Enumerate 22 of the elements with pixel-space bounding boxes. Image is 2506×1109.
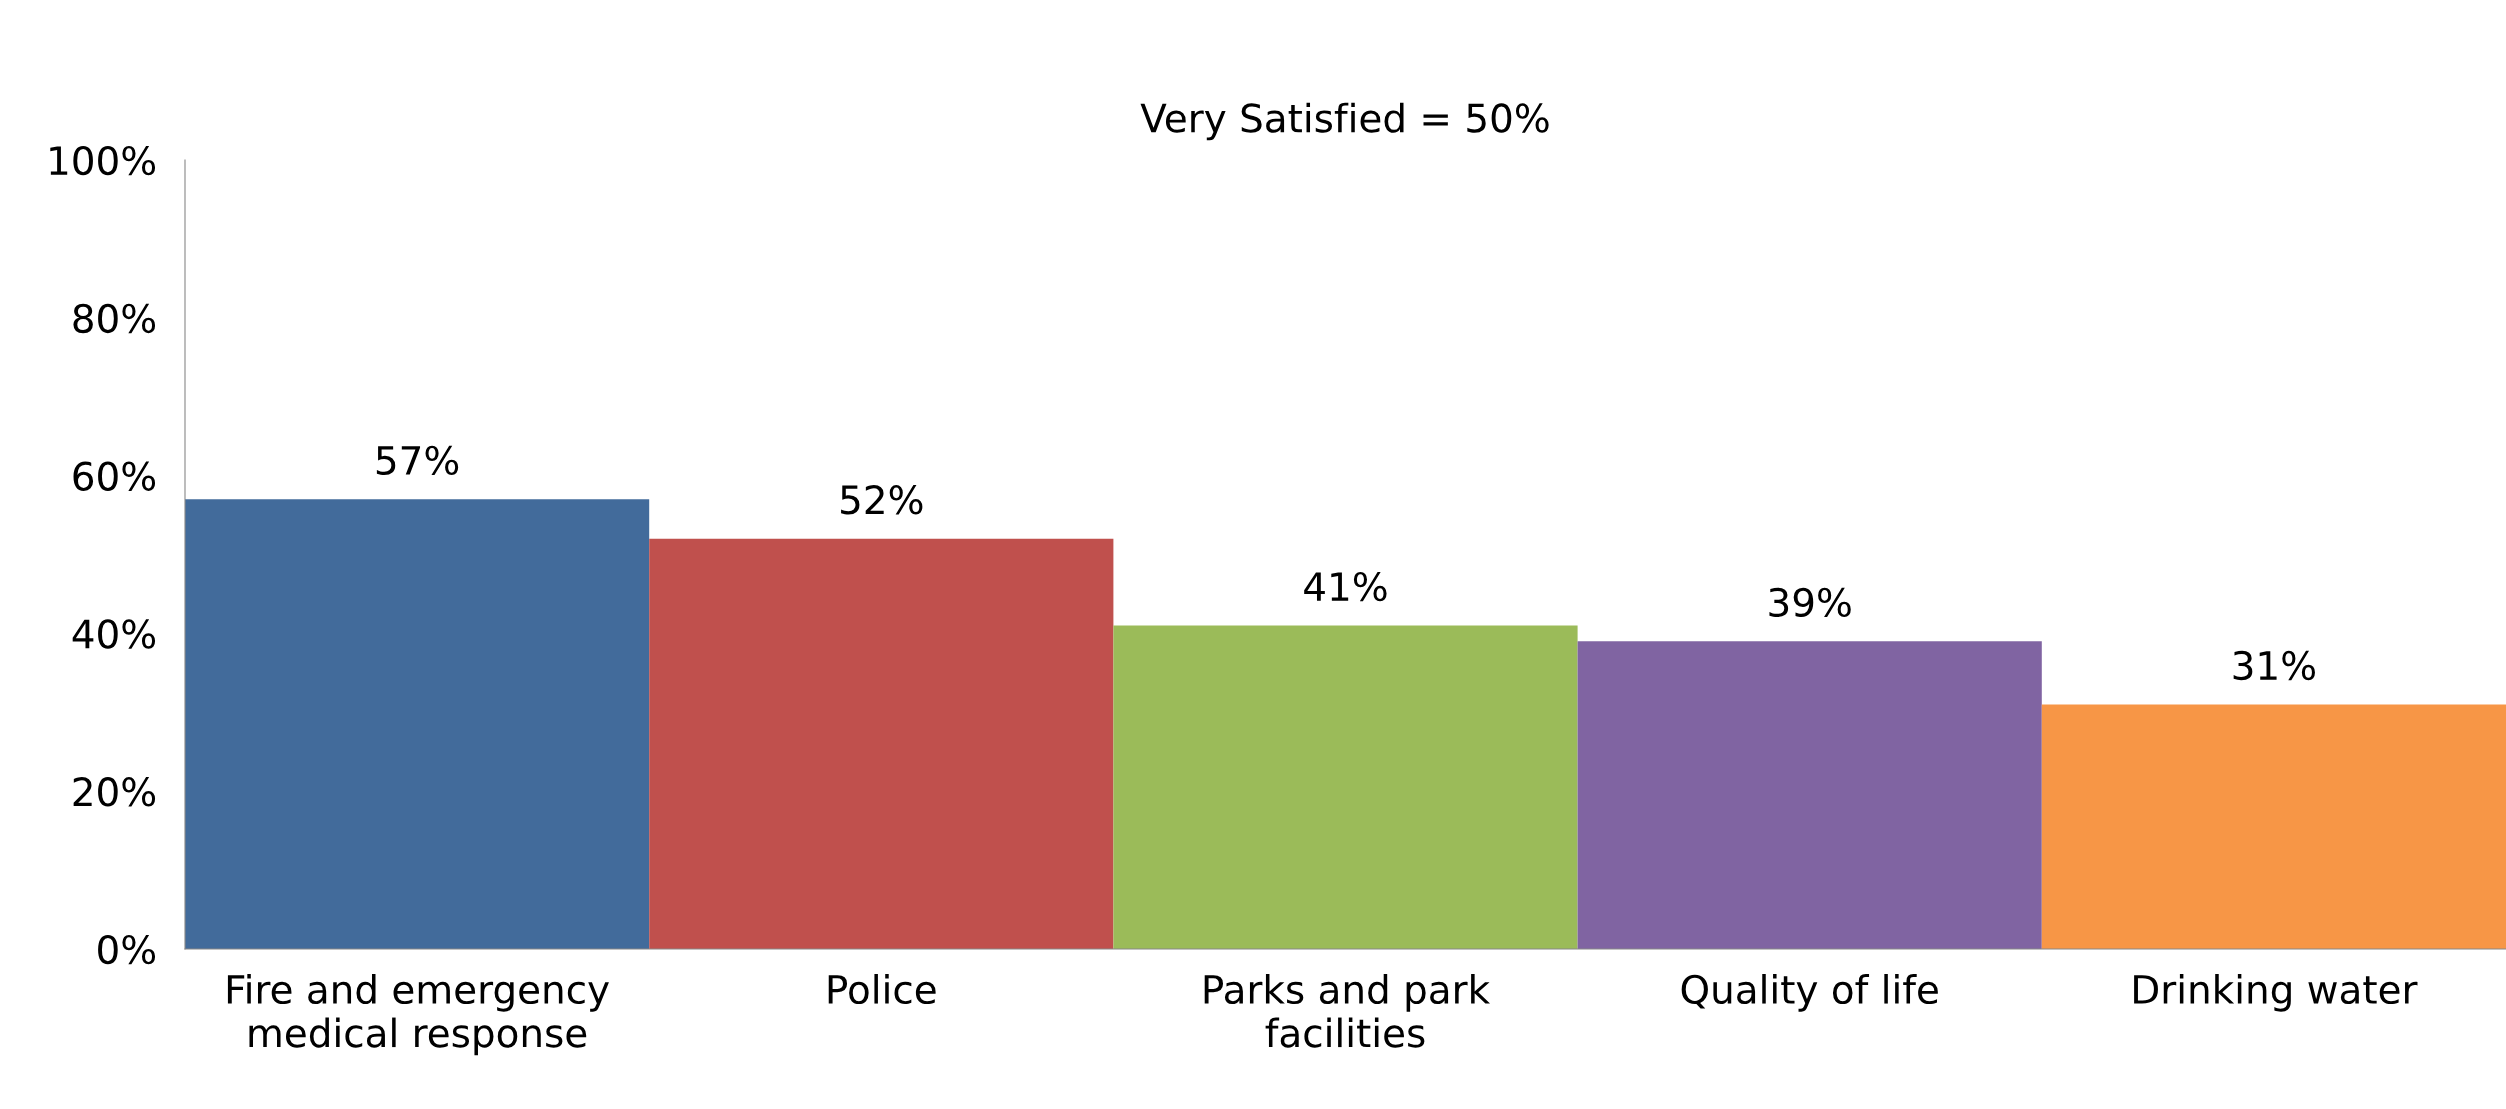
y-tick-label: 40% <box>72 619 156 649</box>
y-tick-label: 100% <box>50 145 156 176</box>
y-tick-label: 0% <box>98 934 156 965</box>
x-tick-label: Parks and park facilities <box>1204 974 1490 1048</box>
x-tick-label: Fire and emergency medical response <box>227 974 609 1056</box>
x-tick-label: Drinking water <box>2134 974 2418 1012</box>
bar <box>1577 641 2042 949</box>
bar <box>2041 704 2506 949</box>
x-tick-label: Police <box>828 974 936 1005</box>
chart-title: Very Satisfied = 50% <box>1140 102 1549 141</box>
data-label: 39% <box>1769 587 1851 618</box>
y-tick-label: 80% <box>73 303 156 334</box>
bar <box>185 499 650 949</box>
bar <box>649 538 1114 949</box>
y-tick-label: 60% <box>73 461 156 491</box>
bar <box>1113 625 1578 949</box>
x-tick-label: Quality of life <box>1681 974 1938 1012</box>
data-label: 31% <box>2233 650 2315 681</box>
y-tick-label: 20% <box>73 777 156 807</box>
data-label: 57% <box>376 445 459 476</box>
data-label: 41% <box>1304 571 1387 602</box>
data-label: 52% <box>841 485 923 515</box>
